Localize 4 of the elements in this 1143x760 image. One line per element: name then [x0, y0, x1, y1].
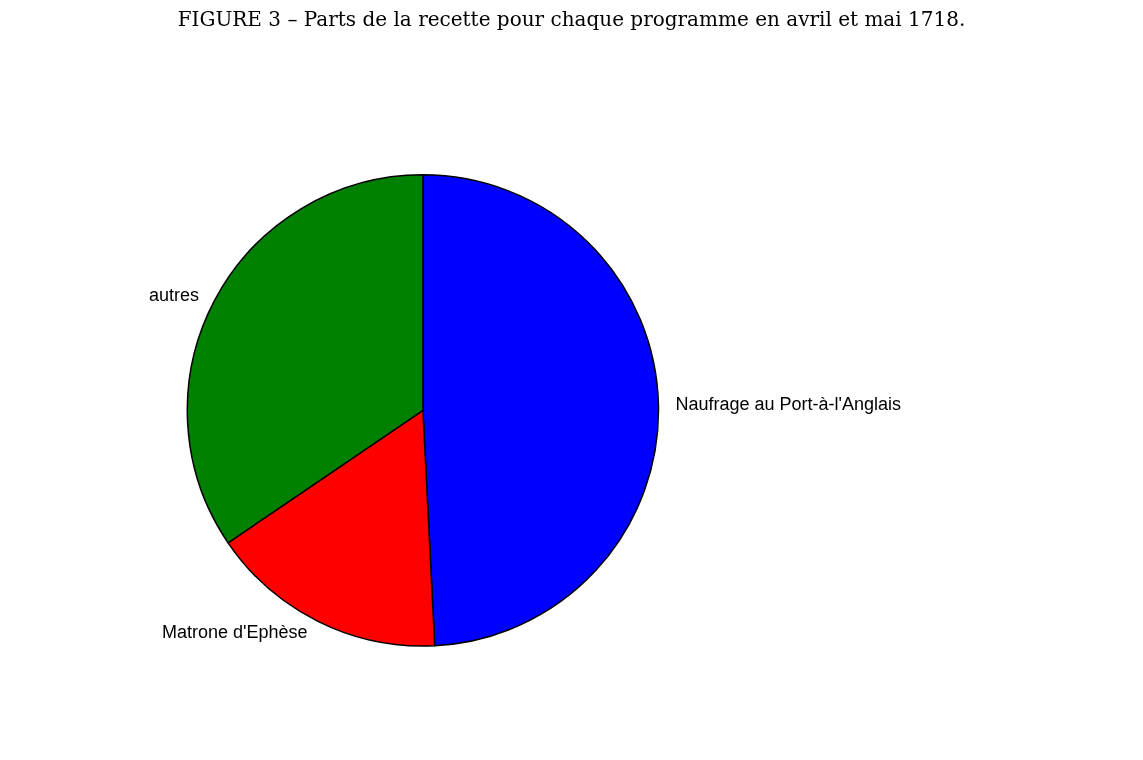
slice-label: Naufrage au Port-à-l'Anglais [675, 394, 901, 415]
slice-label: Matrone d'Ephèse [162, 622, 308, 643]
slice-label: autres [149, 284, 200, 305]
chart-title: FIGURE 3 – Parts de la recette pour chaque programme en avril et mai 1718. [177, 7, 966, 31]
